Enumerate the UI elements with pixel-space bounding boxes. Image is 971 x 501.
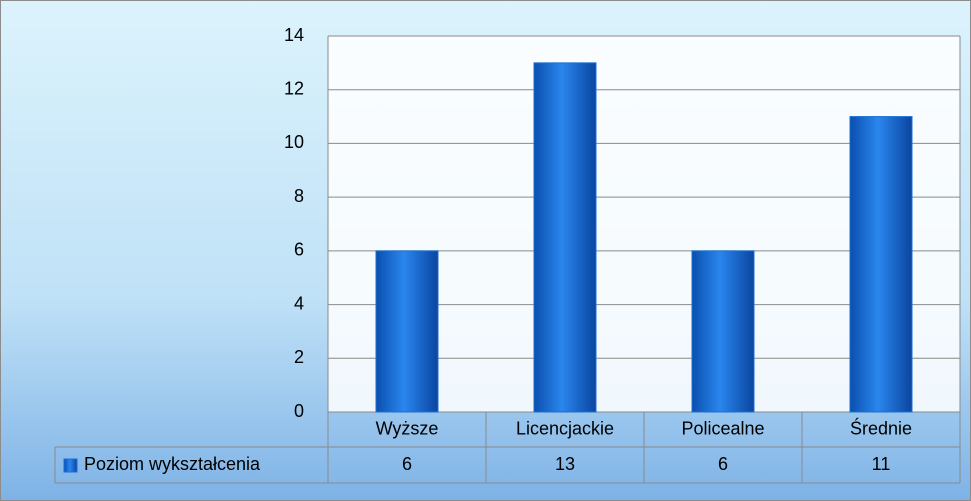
legend-key <box>63 458 78 473</box>
x-tick-label: Średnie <box>850 417 912 438</box>
table-value: 11 <box>872 454 891 474</box>
legend-label: Poziom wykształcenia <box>84 454 261 474</box>
table-value: 6 <box>718 454 728 474</box>
table-value: 6 <box>402 454 412 474</box>
bar <box>375 250 439 413</box>
x-tick-label: Wyższe <box>376 418 439 438</box>
y-tick-label: 4 <box>294 293 304 313</box>
bar <box>533 62 597 413</box>
table-value: 13 <box>555 454 575 474</box>
y-tick-label: 8 <box>294 186 304 206</box>
y-tick-label: 10 <box>284 132 304 152</box>
x-tick-label: Licencjackie <box>516 418 614 438</box>
x-tick-label: Policealne <box>681 418 764 438</box>
y-tick-label: 0 <box>294 401 304 421</box>
y-tick-label: 14 <box>284 25 304 45</box>
y-tick-label: 12 <box>284 78 304 98</box>
y-tick-label: 2 <box>294 347 304 367</box>
y-tick-label: 6 <box>294 240 304 260</box>
bar <box>849 116 913 413</box>
bar <box>691 250 755 413</box>
